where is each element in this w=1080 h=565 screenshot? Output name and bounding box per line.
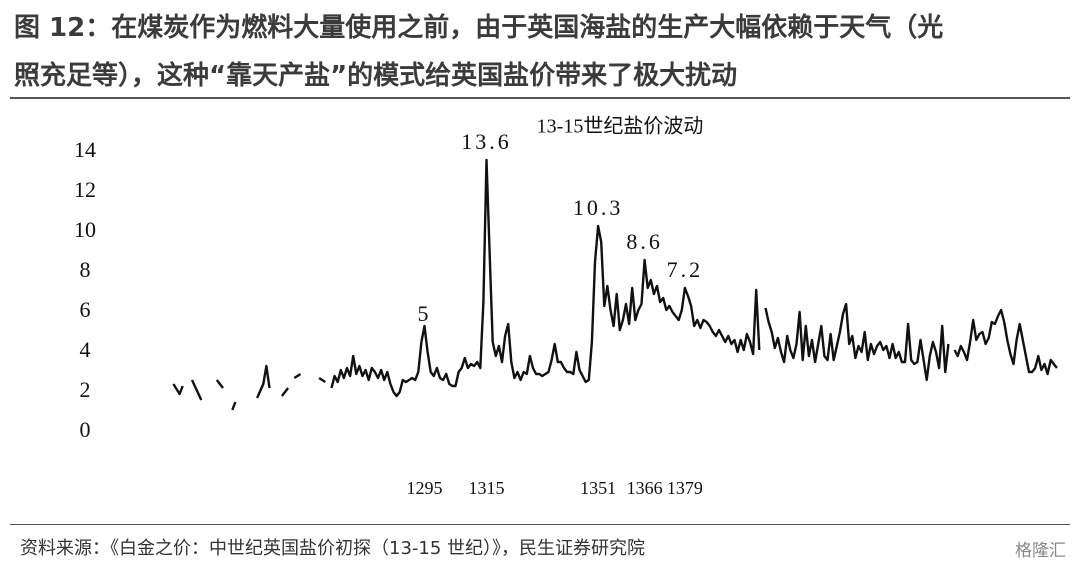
- y-tick-label: 12: [74, 177, 96, 202]
- line-segment: [318, 376, 326, 384]
- annotation: 10.3: [573, 195, 624, 220]
- x-tick-label: 1351: [580, 478, 616, 498]
- line-segment: [280, 387, 290, 397]
- y-tick-label: 0: [80, 417, 91, 442]
- line-segment: [215, 379, 224, 389]
- y-tick-label: 4: [80, 337, 91, 362]
- annotation: 5: [418, 301, 432, 326]
- annotation: 7.2: [667, 257, 704, 282]
- line-segment: [190, 379, 203, 401]
- y-tick-label: 8: [80, 257, 91, 282]
- line-segment: [293, 372, 302, 380]
- line-segment: [172, 383, 184, 396]
- chart-title: 13-15世纪盐价波动: [537, 115, 704, 138]
- page-title: 图 12：在煤炭作为燃料大量使用之前，由于英国海盐的生产大幅依赖于天气（光 照充…: [14, 4, 1074, 100]
- y-tick-label: 6: [80, 297, 91, 322]
- x-tick-label: 1295: [407, 478, 443, 498]
- title-rule: [10, 97, 1070, 99]
- title-line: 图 12：在煤炭作为燃料大量使用之前，由于英国海盐的生产大幅依赖于天气（光: [14, 13, 944, 43]
- y-tick-label: 2: [80, 377, 91, 402]
- annotation: 13.6: [461, 129, 512, 154]
- line-segment: [330, 158, 761, 398]
- title-line: 照充足等），这种“靠天产盐”的模式给英国盐价带来了极大扰动: [14, 61, 738, 91]
- footer-rule: [10, 524, 1070, 525]
- x-tick-label: 1315: [469, 478, 505, 498]
- x-tick-label: 1366: [627, 478, 663, 498]
- line-segment: [231, 401, 237, 411]
- line-segment: [953, 308, 1058, 376]
- y-tick-label: 10: [74, 217, 96, 242]
- x-tick-label: 1379: [667, 478, 703, 498]
- line-segment: [764, 302, 950, 382]
- watermark: 格隆汇: [1015, 541, 1066, 561]
- annotation: 8.6: [626, 229, 663, 254]
- source-note: 资料来源：《白金之价：中世纪英国盐价初探（13-15 世纪）》，民生证券研究院: [20, 538, 646, 559]
- line-segment: [256, 364, 271, 399]
- y-tick-label: 14: [74, 137, 96, 162]
